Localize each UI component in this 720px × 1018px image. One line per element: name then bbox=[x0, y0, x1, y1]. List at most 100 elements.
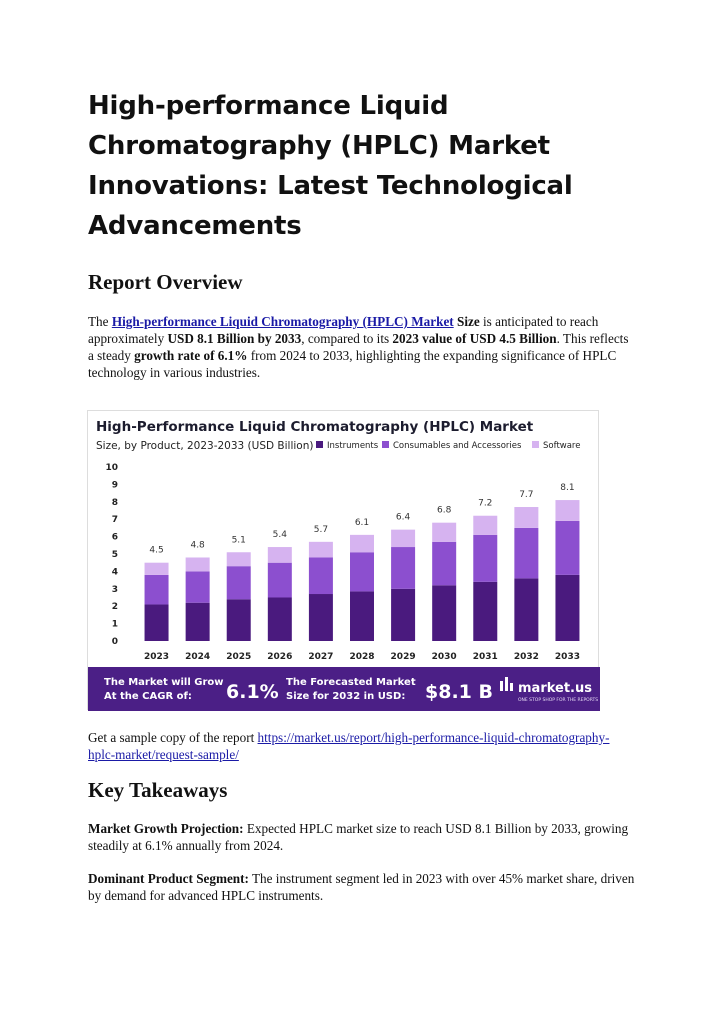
x-tick-label: 2032 bbox=[514, 652, 539, 662]
bar-total-label: 5.1 bbox=[232, 535, 246, 545]
bar-segment bbox=[514, 527, 539, 579]
bar-total-label: 4.8 bbox=[190, 540, 205, 550]
bar-segment bbox=[267, 597, 292, 641]
bar-segment bbox=[144, 562, 169, 575]
takeaway-label: Market Growth Projection: bbox=[88, 821, 244, 836]
bar-segment bbox=[555, 500, 580, 521]
chart-subtitle: Size, by Product, 2023-2033 (USD Billion… bbox=[96, 440, 313, 452]
bar-segment bbox=[226, 552, 251, 567]
cagr-value: 6.1% bbox=[226, 681, 279, 703]
legend-swatch bbox=[382, 441, 389, 448]
key-takeaways-heading: Key Takeaways bbox=[88, 778, 228, 802]
x-tick-label: 2025 bbox=[226, 652, 251, 662]
bar-segment bbox=[473, 581, 498, 641]
legend-swatch bbox=[316, 441, 323, 448]
y-tick-label: 10 bbox=[105, 463, 118, 473]
y-tick-label: 9 bbox=[112, 480, 118, 490]
bar-segment bbox=[308, 594, 333, 641]
chart-x-axis: 2023 2024 2025 2026 2027 2028 2029 2030 2031 2032… bbox=[144, 652, 580, 662]
y-tick-label: 6 bbox=[112, 533, 118, 543]
overview-text-1: The bbox=[88, 314, 112, 329]
legend-label: Instruments bbox=[327, 441, 379, 451]
takeaway-item: Dominant Product Segment: The instrument… bbox=[88, 870, 636, 904]
report-overview-heading: Report Overview bbox=[88, 270, 243, 294]
y-tick-label: 4 bbox=[112, 567, 118, 577]
bar-segment bbox=[555, 520, 580, 575]
x-tick-label: 2033 bbox=[555, 652, 580, 662]
bar-segment bbox=[308, 557, 333, 595]
y-tick-label: 7 bbox=[112, 515, 118, 525]
bar-segment bbox=[144, 604, 169, 641]
chart-footer-banner: The Market will Grow At the CAGR of: 6.1… bbox=[88, 667, 600, 711]
overview-text-5: . This reflects a steady bbox=[88, 331, 629, 363]
bar-segment bbox=[432, 522, 457, 542]
bar-total-label: 7.7 bbox=[519, 490, 533, 500]
bar-segment bbox=[226, 599, 251, 641]
footer-background bbox=[88, 667, 600, 711]
y-tick-label: 2 bbox=[112, 602, 118, 612]
bar-segment bbox=[514, 507, 539, 528]
bar-total-label: 6.4 bbox=[396, 513, 411, 523]
bar-total-label: 4.5 bbox=[149, 546, 163, 556]
bar-segment bbox=[391, 547, 416, 589]
bar-segment bbox=[226, 566, 251, 600]
page-title: High-performance Liquid Chromatography (… bbox=[88, 91, 573, 241]
overview-bold-2033: USD 8.1 Billion by 2033 bbox=[167, 331, 302, 346]
chart-bars: 4.5 4.8 5.1 5.4 5.7 6.1 6.4 6.8 7.2 7.7 8.1 bbox=[144, 483, 580, 641]
takeaway-label: Dominant Product Segment: bbox=[88, 871, 249, 886]
takeaway-item: Market Growth Projection: Expected HPLC … bbox=[88, 820, 636, 854]
x-tick-label: 2028 bbox=[349, 652, 374, 662]
bar-segment bbox=[185, 571, 210, 603]
market-chart-image: High-Performance Liquid Chromatography (… bbox=[87, 410, 600, 711]
bar-segment bbox=[473, 515, 498, 535]
hplc-market-link[interactable]: High-performance Liquid Chromatography (… bbox=[111, 314, 454, 329]
chart-legend: Instruments Consumables and Accessories So… bbox=[316, 441, 580, 451]
forecast-label-line1: The Forecasted Market bbox=[286, 677, 416, 688]
overview-bold-2023: 2023 value of USD 4.5 Billion bbox=[392, 331, 557, 346]
bar-segment bbox=[185, 602, 210, 641]
x-tick-label: 2023 bbox=[144, 652, 169, 662]
brand-tagline: ONE STOP SHOP FOR THE REPORTS bbox=[518, 697, 598, 703]
overview-bold-growth: growth rate of 6.1% bbox=[134, 348, 248, 363]
sample-paragraph: Get a sample copy of the report https://… bbox=[88, 729, 636, 763]
bar-segment bbox=[350, 552, 374, 592]
overview-text-6: from 2024 to 2033, highlighting the expa… bbox=[88, 348, 617, 380]
bar-total-label: 6.8 bbox=[437, 506, 452, 516]
bar-segment bbox=[267, 562, 292, 598]
bar-segment bbox=[185, 557, 210, 572]
bar-total-label: 7.2 bbox=[478, 499, 492, 509]
bar-segment bbox=[432, 585, 457, 641]
overview-text-3: is anticipated to reach approximately bbox=[88, 314, 599, 346]
cagr-label-line2: At the CAGR of: bbox=[104, 691, 192, 702]
bar-segment bbox=[391, 588, 416, 641]
hplc-bar-chart: High-Performance Liquid Chromatography (… bbox=[88, 419, 600, 711]
legend-swatch bbox=[532, 441, 539, 448]
bar-segment bbox=[391, 529, 416, 548]
x-tick-label: 2024 bbox=[185, 652, 210, 662]
legend-label: Consumables and Accessories bbox=[393, 441, 522, 451]
cagr-label-line1: The Market will Grow bbox=[104, 677, 224, 688]
y-tick-label: 0 bbox=[112, 637, 118, 647]
y-tick-label: 5 bbox=[112, 550, 118, 560]
y-tick-label: 8 bbox=[112, 498, 118, 508]
sample-request-link[interactable]: https://market.us/report/high-performanc… bbox=[88, 730, 610, 762]
takeaway-text: The instrument segment led in 2023 with … bbox=[88, 871, 635, 903]
y-tick-label: 1 bbox=[112, 620, 118, 630]
forecast-label-line2: Size for 2032 in USD: bbox=[286, 691, 405, 702]
bar-segment bbox=[308, 541, 333, 558]
bar-segment bbox=[350, 591, 374, 641]
takeaway-text: Expected HPLC market size to reach USD 8… bbox=[88, 821, 629, 853]
x-tick-label: 2026 bbox=[267, 652, 292, 662]
x-tick-label: 2031 bbox=[473, 652, 498, 662]
overview-paragraph: The High-performance Liquid Chromatograp… bbox=[88, 313, 636, 381]
chart-title: High-Performance Liquid Chromatography (… bbox=[96, 419, 534, 435]
y-tick-label: 3 bbox=[112, 585, 118, 595]
bar-total-label: 6.1 bbox=[355, 518, 369, 528]
bar-total-label: 8.1 bbox=[560, 483, 574, 493]
bar-segment bbox=[473, 534, 498, 582]
overview-text-4: , compared to its bbox=[301, 331, 393, 346]
forecast-value: $8.1 B bbox=[425, 681, 493, 703]
x-tick-label: 2030 bbox=[432, 652, 457, 662]
x-tick-label: 2027 bbox=[308, 652, 333, 662]
